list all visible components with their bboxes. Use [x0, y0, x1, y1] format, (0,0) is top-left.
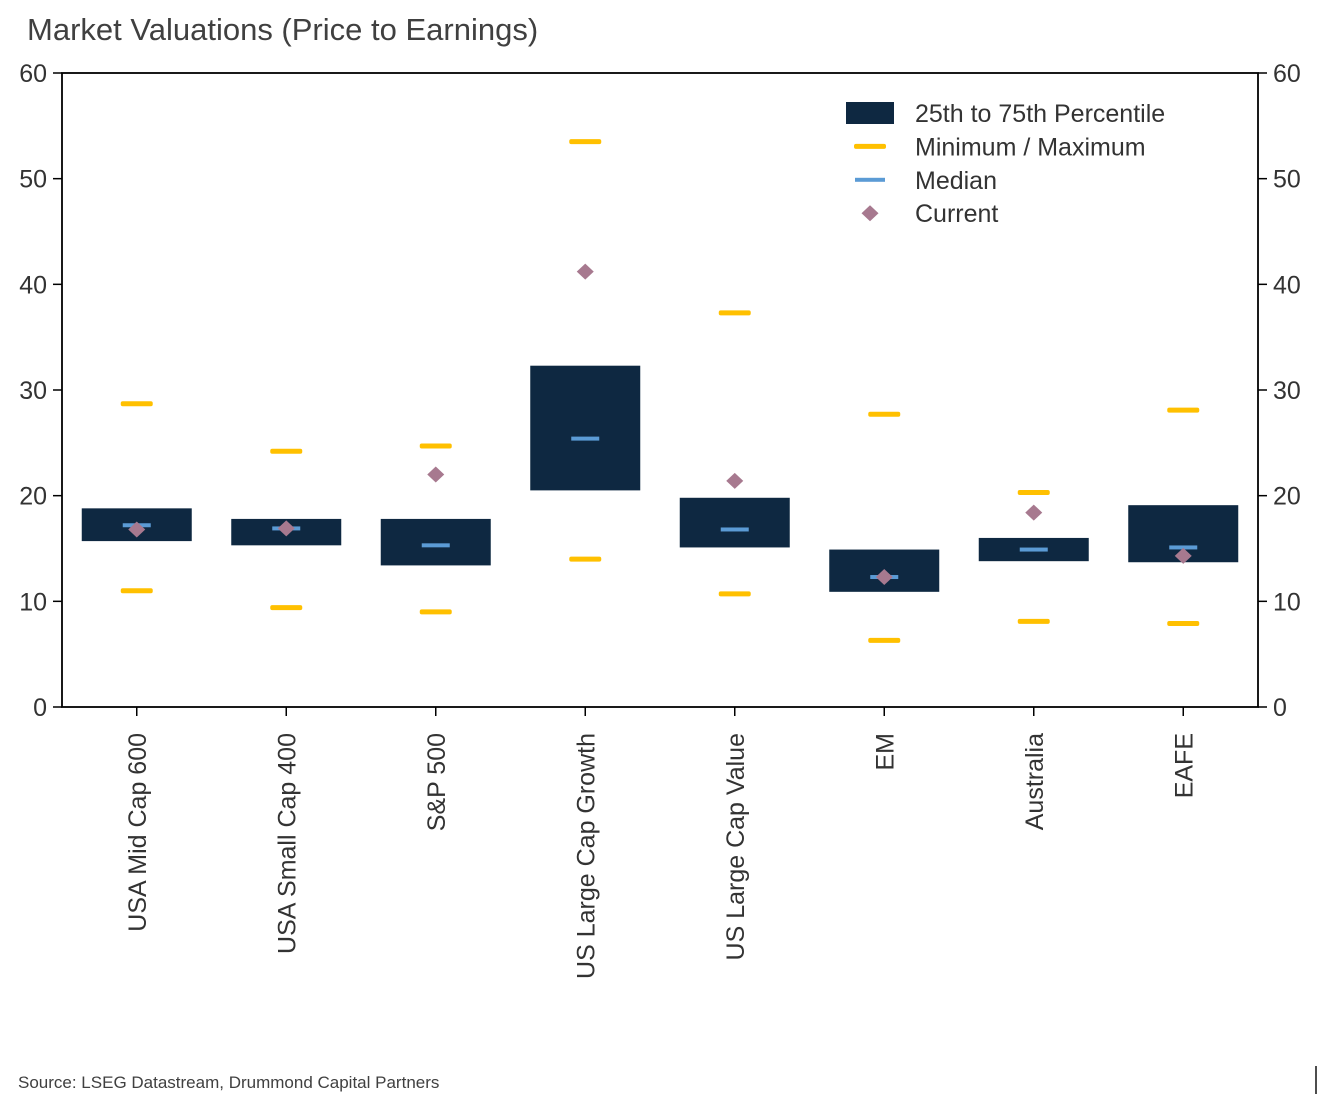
category-label: USA Small Cap 400 — [273, 733, 301, 954]
category-label: Australia — [1021, 733, 1049, 830]
median-dash — [1019, 547, 1048, 552]
percentile-box — [530, 365, 641, 491]
legend-current-swatch — [861, 205, 879, 222]
y-axis-label-right: 30 — [1273, 377, 1301, 405]
category-label: US Large Cap Growth — [572, 733, 600, 979]
current-diamond — [277, 520, 295, 537]
legend-median-swatch — [855, 177, 885, 182]
maximum-dash — [419, 443, 452, 449]
maximum-dash — [569, 139, 602, 145]
legend-label: Median — [915, 167, 997, 195]
median-dash — [571, 436, 600, 441]
source-attribution: Source: LSEG Datastream, Drummond Capita… — [18, 1073, 440, 1092]
category-label: EAFE — [1170, 733, 1198, 798]
category-label: EM — [871, 733, 899, 771]
current-diamond — [427, 466, 445, 483]
y-axis-label-left: 30 — [19, 377, 47, 405]
minimum-dash — [868, 637, 901, 643]
minimum-dash — [270, 605, 303, 611]
y-axis-label-right: 20 — [1273, 483, 1301, 511]
legend-label: Minimum / Maximum — [915, 133, 1146, 161]
y-axis-label-left: 50 — [19, 166, 47, 194]
y-axis-label-left: 60 — [19, 60, 47, 88]
y-axis-label-left: 10 — [19, 588, 47, 616]
y-axis-label-left: 0 — [33, 694, 47, 722]
y-axis-label-right: 10 — [1273, 588, 1301, 616]
median-dash — [720, 527, 749, 532]
y-axis-label-right: 50 — [1273, 166, 1301, 194]
category-label: S&P 500 — [423, 733, 451, 831]
current-diamond — [875, 569, 893, 586]
maximum-dash — [270, 448, 303, 454]
minimum-dash — [569, 556, 602, 562]
percentile-box — [679, 497, 790, 548]
y-axis-label-right: 60 — [1273, 60, 1301, 88]
y-axis-label-right: 0 — [1273, 694, 1287, 722]
minimum-dash — [718, 591, 751, 597]
text-cursor-artifact — [1315, 1066, 1317, 1094]
maximum-dash — [1017, 489, 1050, 495]
minimum-dash — [419, 609, 452, 615]
legend-minmax-swatch — [854, 143, 886, 149]
median-dash — [1169, 545, 1198, 550]
chart-title: Market Valuations (Price to Earnings) — [27, 12, 539, 47]
maximum-dash — [718, 310, 751, 316]
legend-box-swatch — [846, 102, 894, 124]
current-diamond — [1174, 547, 1192, 564]
maximum-dash — [1167, 407, 1200, 413]
current-diamond — [576, 263, 594, 280]
plot-border — [61, 72, 1259, 708]
minimum-dash — [1017, 618, 1050, 624]
category-label: USA Mid Cap 600 — [124, 733, 152, 932]
maximum-dash — [120, 401, 153, 407]
legend-label: Current — [915, 200, 998, 228]
y-axis-label-right: 40 — [1273, 271, 1301, 299]
y-axis-label-left: 40 — [19, 271, 47, 299]
current-diamond — [726, 472, 744, 489]
current-diamond — [1025, 504, 1043, 521]
maximum-dash — [868, 411, 901, 417]
current-diamond — [128, 521, 146, 538]
y-axis-label-left: 20 — [19, 483, 47, 511]
category-label: US Large Cap Value — [722, 733, 750, 960]
minimum-dash — [1167, 621, 1200, 627]
legend-label: 25th to 75th Percentile — [915, 100, 1165, 128]
box-plot-chart: 0 0 10 10 20 20 30 30 40 40 50 50 60 60 USA Mid Cap 60… — [19, 60, 1301, 979]
percentile-box — [380, 518, 491, 566]
minimum-dash — [120, 588, 153, 594]
median-dash — [421, 543, 450, 548]
